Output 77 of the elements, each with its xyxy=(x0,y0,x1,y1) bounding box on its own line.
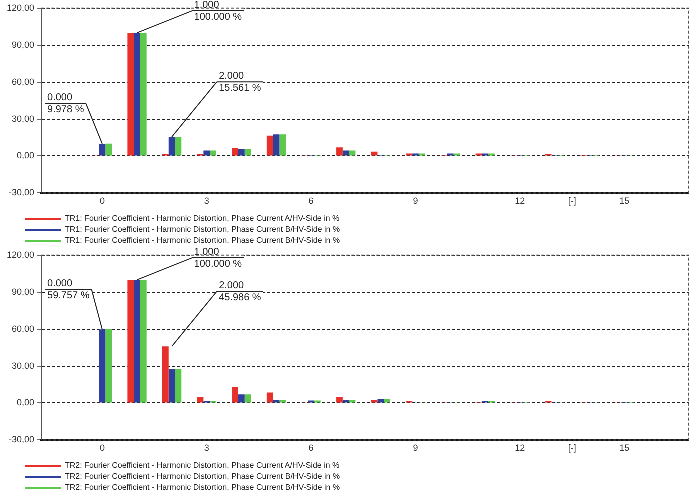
bar xyxy=(197,397,204,403)
bar xyxy=(204,150,210,156)
bar xyxy=(342,150,350,156)
bar xyxy=(106,144,112,156)
y-tick-label: -30,00 xyxy=(8,188,35,198)
annotation: 1.000 100.000 % xyxy=(194,0,242,23)
x-tick-label: 0 xyxy=(100,443,105,454)
bar xyxy=(238,394,245,403)
y-tick-label: 120,00 xyxy=(6,250,35,260)
x-tick-label: 9 xyxy=(413,443,418,454)
annotation: 2.000 15.561 % xyxy=(219,70,262,94)
bar xyxy=(266,136,274,156)
bar xyxy=(342,400,350,403)
y-tick-label: 120,00 xyxy=(6,2,35,13)
x-tick-label: [-] xyxy=(568,443,576,454)
legend-label: TR2: Fourier Coefficient - Harmonic Distortion, Phase Current A/HV-Side in % xyxy=(65,461,340,470)
annotation: 0.000 9.978 % xyxy=(48,92,84,116)
y-tick-label: 0,00 xyxy=(16,398,35,408)
bar xyxy=(140,33,147,156)
y-tick-label: 60,00 xyxy=(12,76,35,87)
bar xyxy=(99,144,106,156)
legend-label: TR1: Fourier Coefficient - Harmonic Distortion, Phase Current B/HV-Side in % xyxy=(65,225,340,234)
x-tick-label: 3 xyxy=(204,196,210,206)
bar xyxy=(232,148,238,156)
bar xyxy=(210,150,216,156)
bar xyxy=(168,369,176,403)
x-tick-label: 12 xyxy=(515,443,526,454)
y-tick-label: 60,00 xyxy=(12,324,35,334)
bar xyxy=(336,397,343,403)
x-tick-label: 15 xyxy=(620,196,630,206)
bar xyxy=(134,33,140,156)
annotation: 1.000 100.000 % xyxy=(194,246,242,270)
bar xyxy=(106,329,112,403)
bar xyxy=(175,137,182,156)
bar xyxy=(244,394,252,403)
bar xyxy=(175,369,182,403)
x-tick-label: 6 xyxy=(308,196,314,206)
y-tick-label: 30,00 xyxy=(12,360,35,371)
bar xyxy=(128,280,134,403)
bar xyxy=(162,346,169,403)
bar xyxy=(378,400,384,403)
bar xyxy=(238,149,245,156)
y-tick-label: 90,00 xyxy=(12,40,35,50)
y-tick-label: 90,00 xyxy=(12,286,35,297)
x-tick-label: 3 xyxy=(204,443,210,454)
x-tick-label: [-] xyxy=(568,196,576,206)
legend-label: TR1: Fourier Coefficient - Harmonic Distortion, Phase Current B/HV-Side in % xyxy=(65,236,340,245)
bar xyxy=(232,387,238,403)
bar xyxy=(349,150,356,156)
bar xyxy=(266,392,274,403)
x-tick-label: 9 xyxy=(413,196,418,206)
x-tick-label: 0 xyxy=(100,196,105,206)
bar xyxy=(134,280,140,403)
annotation: 0.000 59.757 % xyxy=(48,278,90,302)
y-tick-label: 30,00 xyxy=(12,114,35,124)
y-tick-label: 0,00 xyxy=(16,150,35,161)
bar xyxy=(273,400,280,403)
legend-label: TR2: Fourier Coefficient - Harmonic Distortion, Phase Current B/HV-Side in % xyxy=(65,472,340,481)
y-tick-label: -30,00 xyxy=(8,434,35,445)
bar xyxy=(384,400,390,403)
bar xyxy=(280,400,286,403)
bar xyxy=(349,400,356,403)
x-tick-label: 12 xyxy=(515,196,526,206)
bar xyxy=(128,33,134,156)
bar xyxy=(371,400,378,403)
legend-label: TR2: Fourier Coefficient - Harmonic Distortion, Phase Current B/HV-Side in % xyxy=(65,483,340,492)
bar xyxy=(336,148,343,156)
annotation: 2.000 45.986 % xyxy=(219,280,262,304)
legend-label: TR1: Fourier Coefficient - Harmonic Distortion, Phase Current A/HV-Side in % xyxy=(65,214,340,223)
x-tick-label: 15 xyxy=(620,443,630,454)
x-tick-label: 6 xyxy=(308,443,314,454)
bar xyxy=(273,134,280,156)
bar xyxy=(280,134,286,156)
bar xyxy=(168,137,176,156)
bar xyxy=(99,330,106,403)
bar xyxy=(244,149,252,156)
bar xyxy=(140,280,147,403)
